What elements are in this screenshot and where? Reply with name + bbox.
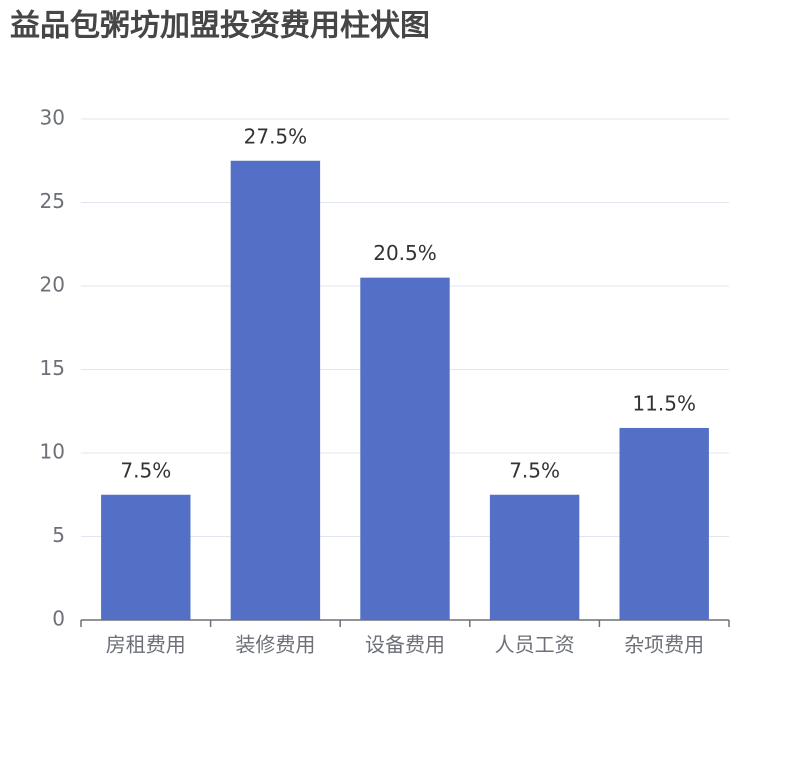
value-label: 7.5% xyxy=(509,458,560,482)
bar xyxy=(230,160,321,620)
x-tick-label: 杂项费用 xyxy=(624,633,704,657)
y-tick-label: 15 xyxy=(40,356,65,380)
bar xyxy=(619,427,709,620)
bar xyxy=(360,277,450,620)
value-label: 20.5% xyxy=(373,241,437,265)
x-tick-label: 人员工资 xyxy=(495,633,575,657)
y-tick-label: 0 xyxy=(52,607,65,631)
y-tick-label: 10 xyxy=(40,440,65,464)
x-tick-label: 房租费用 xyxy=(106,633,186,657)
y-tick-label: 25 xyxy=(40,189,65,213)
value-label: 7.5% xyxy=(120,458,171,482)
chart-title: 益品包粥坊加盟投资费用柱状图 xyxy=(10,9,430,44)
bar xyxy=(101,494,191,620)
value-label: 11.5% xyxy=(632,391,696,415)
x-tick-label: 设备费用 xyxy=(365,633,445,657)
y-tick-label: 30 xyxy=(40,106,65,130)
bar xyxy=(489,494,580,620)
y-tick-label: 20 xyxy=(40,273,65,297)
value-label: 27.5% xyxy=(244,124,308,148)
x-tick-label: 装修费用 xyxy=(235,633,315,657)
y-tick-label: 5 xyxy=(52,523,65,547)
